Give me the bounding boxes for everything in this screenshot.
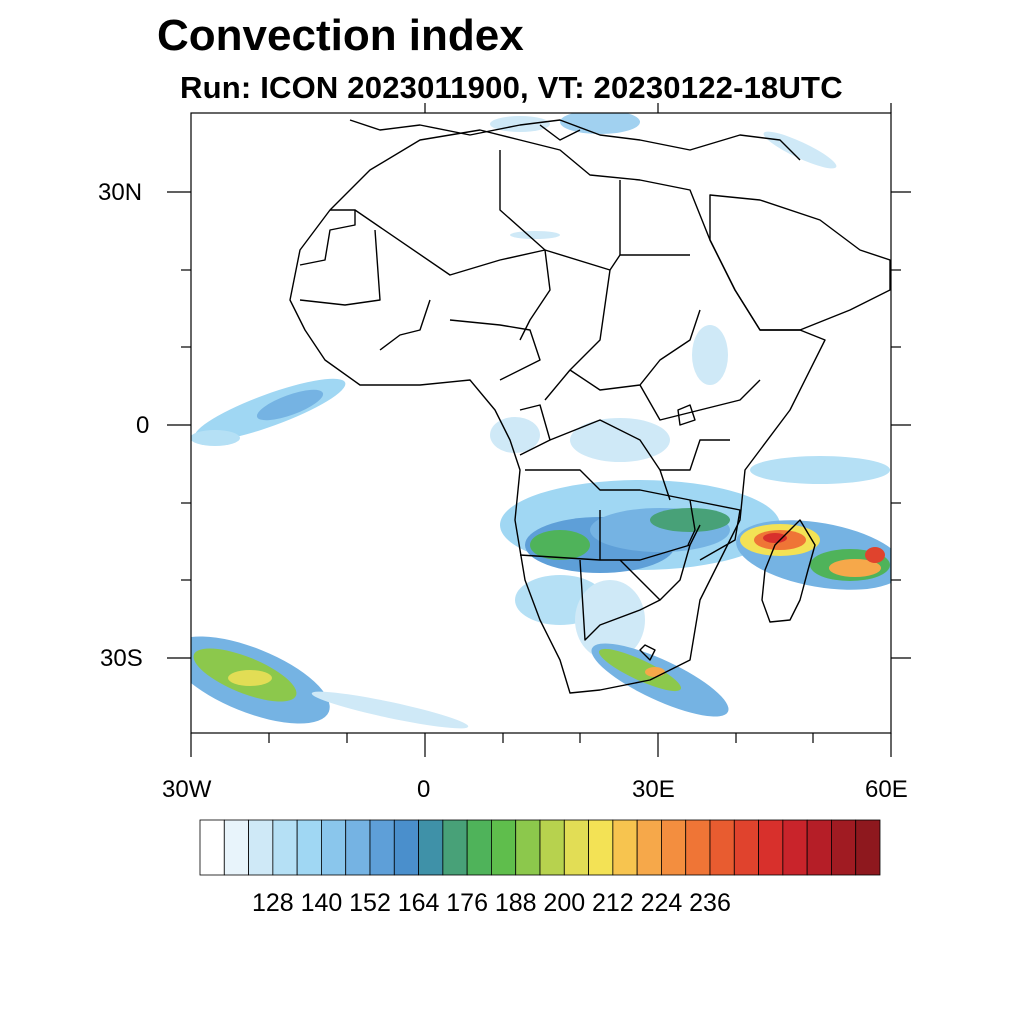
colorbar-label: 164 [397, 889, 440, 917]
colorbar-swatch [563, 819, 589, 876]
colorbar-swatch [296, 819, 322, 876]
colorbar-swatch [539, 819, 565, 876]
colorbar-swatch [782, 819, 808, 876]
colorbar-label: 224 [640, 889, 683, 917]
colorbar-swatch [442, 819, 468, 876]
colorbar-label: 236 [689, 889, 731, 917]
x-tick-label-0: 0 [417, 776, 431, 803]
colorbar-swatch [758, 819, 784, 876]
colorbar-swatch [661, 819, 687, 876]
colorbar-swatch [806, 819, 832, 876]
colorbar-swatch [223, 819, 249, 876]
x-tick-label-30e: 30E [632, 776, 675, 803]
colorbar-swatch [418, 819, 444, 876]
colorbar-swatch [369, 819, 395, 876]
x-tick-label-60e: 60E [865, 776, 908, 803]
coastlines-and-borders [289, 119, 891, 694]
colorbar-label: 128 [251, 889, 294, 917]
colorbar-swatch [709, 819, 735, 876]
convection-field [191, 113, 891, 729]
colorbar-swatch [199, 819, 225, 876]
colorbar-label: 152 [349, 889, 391, 917]
x-tick-label-30w: 30W [162, 776, 212, 803]
y-tick-label-30n: 30N [98, 179, 143, 206]
colorbar-swatch [855, 819, 881, 876]
colorbar-label: 176 [446, 889, 488, 917]
colorbar-label: 140 [300, 889, 343, 917]
x-ticks [190, 103, 892, 757]
colorbar-swatch [733, 819, 759, 876]
colorbar-label: 200 [543, 889, 586, 917]
colorbar-label: 188 [494, 889, 537, 917]
colorbar-swatch [515, 819, 541, 876]
colorbar-swatch [272, 819, 298, 876]
colorbar-swatch [612, 819, 638, 876]
colorbar-swatch [491, 819, 517, 876]
map-subtitle: Run: ICON 2023011900, VT: 20230122-18UTC [180, 70, 843, 105]
colorbar-swatch [588, 819, 614, 876]
colorbar-swatch [393, 819, 419, 876]
colorbar-swatch [321, 819, 347, 876]
y-tick-label-30s: 30S [100, 645, 143, 672]
y-ticks [167, 191, 911, 659]
y-tick-label-0: 0 [136, 412, 150, 439]
colorbar [199, 819, 881, 876]
colorbar-swatch [345, 819, 371, 876]
colorbar-swatch [466, 819, 492, 876]
colorbar-swatch [248, 819, 274, 876]
colorbar-swatch [831, 819, 857, 876]
colorbar-label: 212 [591, 889, 634, 917]
map-title: Convection index [157, 11, 524, 60]
colorbar-swatch [636, 819, 662, 876]
colorbar-swatch [685, 819, 711, 876]
map-frame [190, 112, 892, 734]
